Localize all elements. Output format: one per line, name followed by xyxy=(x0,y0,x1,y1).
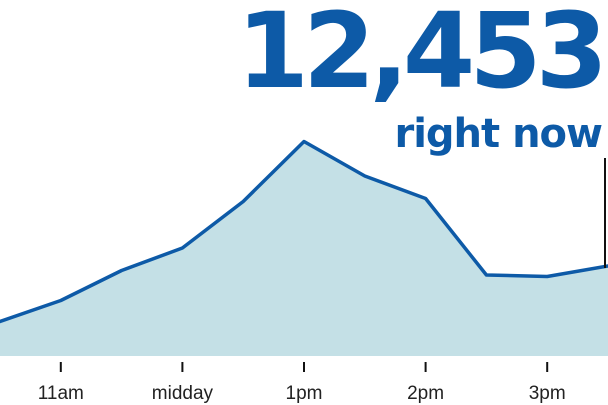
area-layer xyxy=(0,139,608,356)
x-tick-label-1: midday xyxy=(152,383,214,404)
series-line xyxy=(0,139,608,324)
right-now-caption: right now xyxy=(394,111,603,157)
x-tick-label-4: 3pm xyxy=(529,383,566,404)
x-axis: 11am midday 1pm 2pm 3pm xyxy=(38,362,566,404)
series-area xyxy=(0,141,608,356)
x-tick-label-2: 1pm xyxy=(286,383,323,404)
current-count: 12,453 xyxy=(236,0,608,112)
headline: 12,453 right now xyxy=(236,0,608,157)
x-tick-label-0: 11am xyxy=(38,383,84,404)
x-tick-label-3: 2pm xyxy=(407,383,444,404)
